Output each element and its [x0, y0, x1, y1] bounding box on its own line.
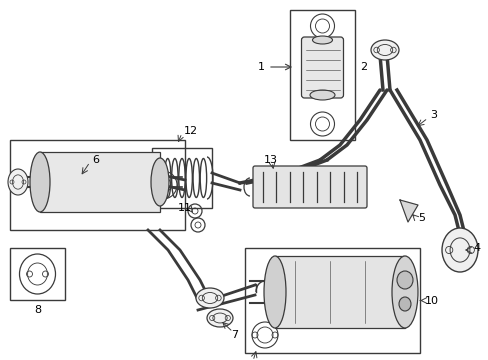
Text: 3: 3 [429, 110, 436, 120]
Text: 5: 5 [417, 213, 424, 223]
Text: 12: 12 [183, 126, 198, 136]
Ellipse shape [8, 169, 28, 195]
Bar [10, 140, 184, 230]
Text: 10: 10 [424, 296, 438, 306]
Ellipse shape [391, 256, 417, 328]
Ellipse shape [196, 288, 224, 308]
Bar [289, 10, 354, 140]
Ellipse shape [370, 40, 398, 60]
Text: 4: 4 [472, 243, 479, 253]
Ellipse shape [30, 152, 50, 212]
Ellipse shape [312, 36, 332, 44]
Text: 1: 1 [258, 62, 264, 72]
FancyBboxPatch shape [252, 166, 366, 208]
Ellipse shape [206, 309, 232, 327]
Ellipse shape [309, 90, 334, 100]
Text: 2: 2 [359, 62, 366, 72]
Bar [40, 152, 160, 212]
Ellipse shape [398, 297, 410, 311]
Polygon shape [399, 200, 417, 222]
Bar [244, 248, 419, 353]
Text: 6: 6 [92, 155, 99, 165]
Ellipse shape [151, 158, 169, 206]
Ellipse shape [396, 271, 412, 289]
Ellipse shape [441, 228, 477, 272]
Text: 13: 13 [264, 155, 278, 165]
Bar [10, 248, 65, 300]
Text: 11: 11 [178, 203, 192, 213]
Text: 7: 7 [231, 330, 238, 340]
Text: 8: 8 [34, 305, 41, 315]
Bar [152, 148, 212, 208]
Bar [274, 256, 404, 328]
FancyBboxPatch shape [301, 37, 343, 98]
Ellipse shape [264, 256, 285, 328]
